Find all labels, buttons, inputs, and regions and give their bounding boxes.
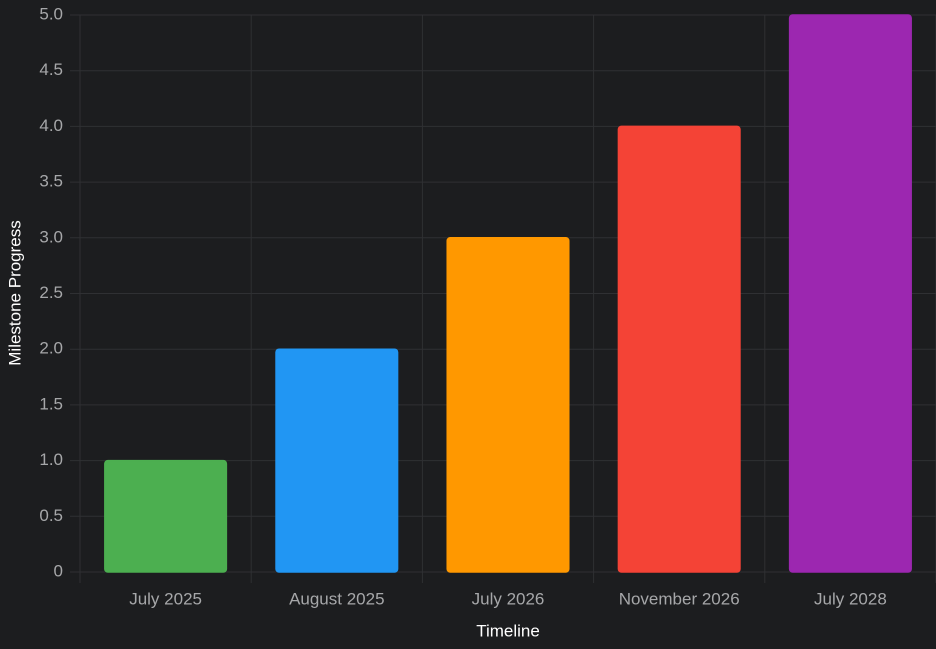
y-tick-label: 0 [54,561,63,580]
x-tick-label: November 2026 [619,589,740,608]
y-tick-label: 4.0 [39,116,63,135]
bar [446,237,570,573]
bar [104,459,228,573]
bar [617,125,741,573]
x-tick-label: August 2025 [289,589,384,608]
bar [788,14,912,573]
y-tick-label: 1.0 [39,450,63,469]
y-tick-label: 2.0 [39,339,63,358]
y-tick-label: 5.0 [39,4,63,23]
x-tick-label: July 2025 [129,589,202,608]
bar [275,348,399,573]
y-axis-title: Milestone Progress [5,220,24,366]
y-tick-label: 3.5 [39,172,63,191]
y-tick-label: 2.5 [39,283,63,302]
x-tick-label: July 2028 [814,589,887,608]
x-tick-label: July 2026 [472,589,545,608]
y-tick-label: 3.0 [39,227,63,246]
y-tick-label: 4.5 [39,60,63,79]
x-axis-title: Timeline [476,621,540,640]
y-tick-label: 1.5 [39,394,63,413]
y-tick-label: 0.5 [39,506,63,525]
